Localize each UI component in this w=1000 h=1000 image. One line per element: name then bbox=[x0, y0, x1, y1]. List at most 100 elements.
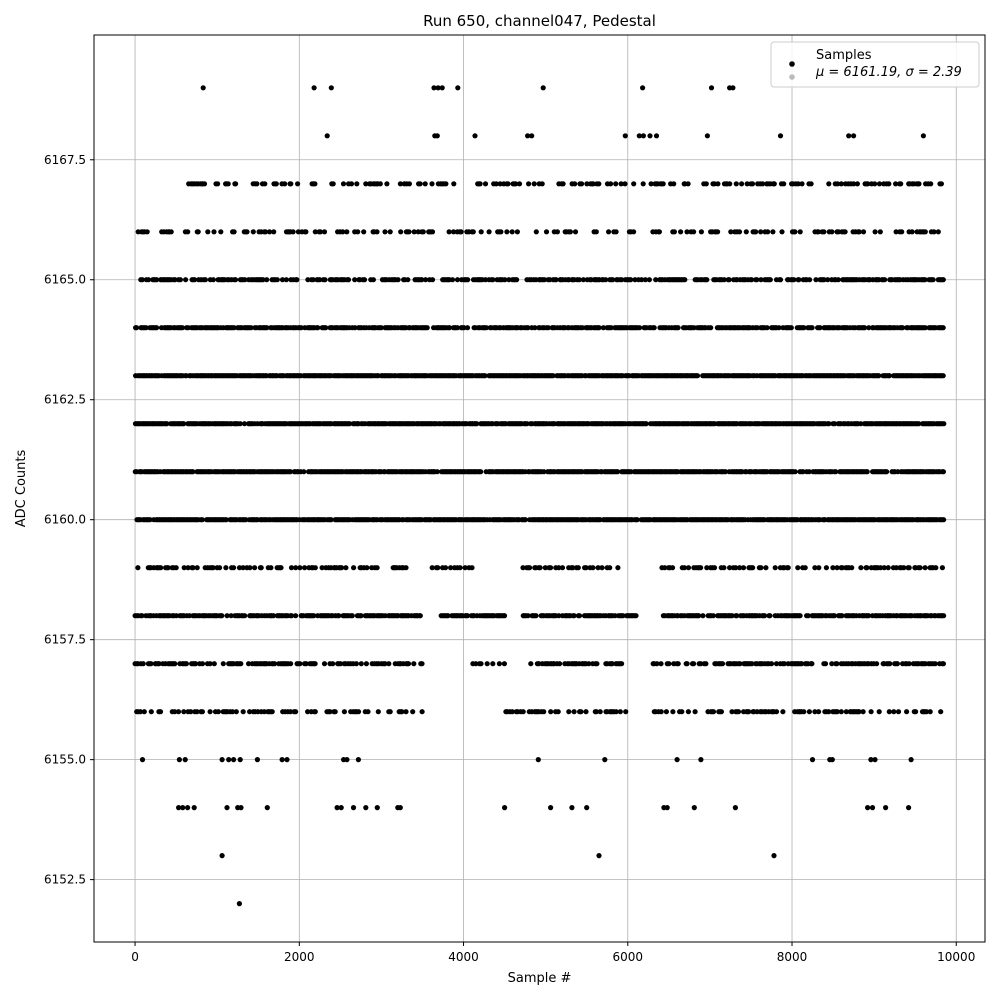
data-point bbox=[248, 325, 254, 331]
data-point bbox=[176, 757, 182, 763]
data-point bbox=[164, 421, 170, 427]
data-point bbox=[168, 229, 174, 235]
data-point bbox=[771, 181, 777, 187]
data-point bbox=[541, 277, 548, 283]
data-point bbox=[622, 133, 628, 139]
data-point bbox=[274, 277, 280, 283]
data-point bbox=[927, 709, 933, 715]
data-point bbox=[303, 229, 309, 235]
data-point bbox=[210, 277, 216, 283]
data-point bbox=[250, 229, 256, 235]
y-tick-label: 6152.5 bbox=[44, 873, 86, 887]
data-point bbox=[504, 229, 510, 235]
data-point bbox=[336, 613, 342, 619]
data-point bbox=[886, 709, 892, 715]
data-point bbox=[662, 565, 668, 571]
data-point bbox=[691, 661, 697, 667]
data-point bbox=[834, 565, 840, 571]
legend: Samples μ = 6161.19, σ = 2.39 bbox=[770, 41, 980, 88]
data-point bbox=[324, 133, 330, 139]
data-point bbox=[891, 709, 897, 715]
data-point bbox=[704, 277, 710, 283]
data-point bbox=[734, 613, 740, 619]
data-point bbox=[312, 181, 318, 187]
data-point bbox=[580, 277, 587, 283]
data-point bbox=[622, 181, 628, 187]
data-point bbox=[583, 565, 589, 571]
data-point bbox=[620, 613, 626, 619]
data-point bbox=[856, 229, 862, 235]
data-point bbox=[525, 325, 531, 331]
data-point bbox=[182, 757, 188, 763]
data-point bbox=[812, 565, 818, 571]
data-point bbox=[340, 181, 347, 187]
data-point bbox=[806, 709, 813, 715]
data-point bbox=[231, 757, 237, 763]
data-point bbox=[411, 661, 417, 667]
data-point bbox=[613, 181, 619, 187]
data-point bbox=[904, 709, 910, 715]
data-point bbox=[345, 277, 352, 283]
data-point bbox=[826, 181, 832, 187]
data-point bbox=[223, 565, 229, 571]
data-point bbox=[264, 805, 270, 811]
data-point bbox=[240, 565, 246, 571]
data-point bbox=[496, 661, 502, 667]
data-point bbox=[685, 709, 692, 715]
data-point bbox=[435, 85, 441, 91]
y-axis-label: ADC Counts bbox=[14, 450, 29, 528]
data-point bbox=[180, 805, 186, 811]
data-point bbox=[260, 277, 266, 283]
data-point bbox=[338, 805, 344, 811]
data-point bbox=[594, 661, 600, 667]
data-point bbox=[596, 325, 602, 331]
data-point bbox=[839, 565, 845, 571]
data-point bbox=[200, 85, 206, 91]
data-point bbox=[817, 325, 823, 331]
data-point bbox=[321, 661, 328, 667]
data-point bbox=[555, 709, 561, 715]
data-point bbox=[344, 229, 350, 235]
data-point bbox=[148, 661, 154, 667]
data-point bbox=[935, 229, 941, 235]
data-point bbox=[288, 613, 295, 619]
data-point bbox=[579, 181, 585, 187]
data-point bbox=[608, 181, 614, 187]
data-point bbox=[406, 181, 412, 187]
data-point bbox=[643, 421, 649, 427]
data-point bbox=[191, 805, 197, 811]
data-point bbox=[928, 181, 934, 187]
data-point bbox=[675, 661, 681, 667]
data-point bbox=[872, 181, 878, 187]
data-point bbox=[560, 181, 566, 187]
data-point bbox=[881, 565, 887, 571]
data-point bbox=[838, 181, 844, 187]
data-point bbox=[134, 325, 140, 331]
data-point bbox=[938, 709, 944, 715]
data-point bbox=[397, 181, 403, 187]
data-point bbox=[583, 709, 589, 715]
data-point bbox=[571, 709, 577, 715]
data-point bbox=[739, 181, 745, 187]
data-point bbox=[525, 133, 531, 139]
data-point bbox=[940, 661, 947, 667]
data-point bbox=[370, 277, 376, 283]
data-point bbox=[894, 661, 901, 667]
data-point bbox=[679, 709, 685, 715]
data-point bbox=[352, 325, 358, 331]
data-point bbox=[648, 181, 654, 187]
data-point bbox=[941, 421, 947, 427]
data-point bbox=[207, 709, 213, 715]
data-point bbox=[681, 565, 688, 571]
data-point bbox=[303, 661, 309, 667]
x-tick-label: 10000 bbox=[937, 950, 975, 964]
data-point bbox=[328, 85, 334, 91]
data-point bbox=[834, 661, 840, 667]
data-point bbox=[533, 229, 539, 235]
data-point bbox=[502, 805, 508, 811]
data-point bbox=[290, 229, 296, 235]
data-point bbox=[822, 661, 829, 667]
data-point bbox=[417, 181, 423, 187]
data-point bbox=[341, 709, 347, 715]
data-point bbox=[247, 709, 253, 715]
